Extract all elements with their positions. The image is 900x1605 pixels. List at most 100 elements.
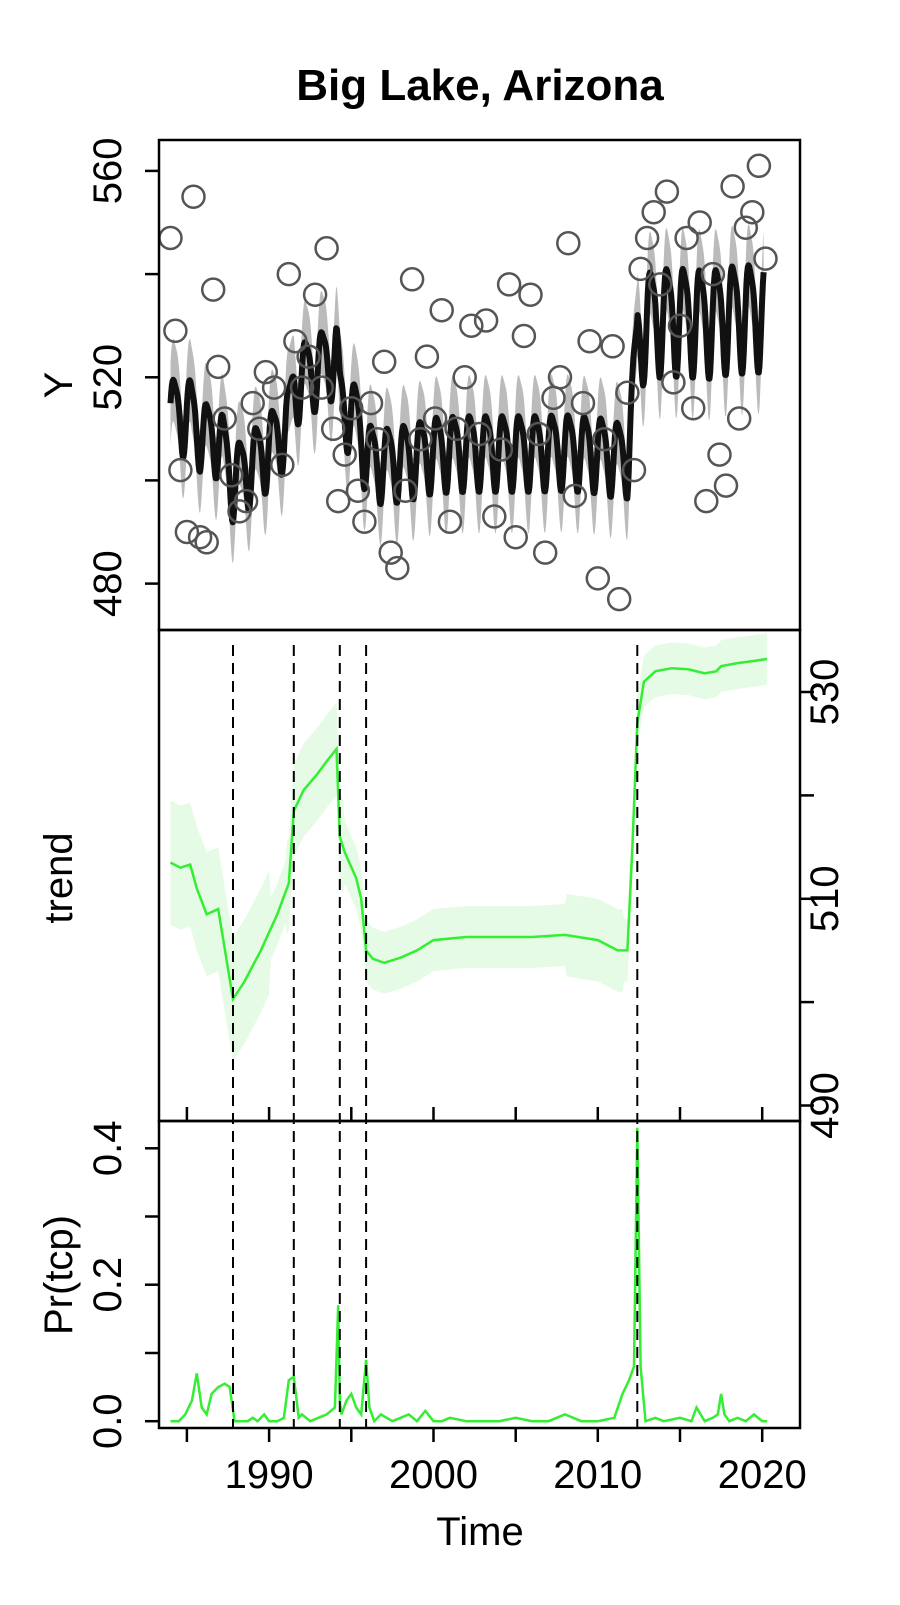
y-observed-point: [532, 540, 558, 565]
y-observed-point: [585, 566, 611, 591]
y-observed-point: [270, 452, 295, 478]
y-observed-point: [261, 375, 287, 400]
y-observed-point: [746, 153, 772, 179]
y-tick-label: 560: [86, 138, 130, 205]
y-observed-point: [399, 267, 425, 292]
y-observed-point: [358, 390, 384, 416]
y-observed-point: [482, 504, 507, 529]
y-observed-point: [296, 344, 321, 369]
y-observed-point: [577, 328, 602, 354]
y-observed-point: [467, 421, 492, 447]
y-observed-point: [414, 344, 440, 369]
y-observed-point: [385, 555, 410, 581]
y-observed-point: [444, 416, 469, 442]
y-observed-point: [634, 225, 660, 251]
y-observed-point: [740, 199, 765, 225]
y-observed-point: [345, 478, 371, 503]
y-observed-point: [526, 421, 551, 447]
y-observed-point: [332, 442, 357, 467]
x-tick-label: 2000: [389, 1453, 478, 1497]
y-observed-point: [726, 406, 752, 431]
trend-axis-label: trend: [37, 832, 81, 923]
y-observed-point: [168, 457, 193, 483]
y-observed-point: [606, 586, 632, 612]
y-observed-point: [547, 365, 573, 390]
y-tick-label: 520: [86, 344, 130, 411]
x-tick-label: 2020: [718, 1453, 807, 1497]
y-observed-point: [422, 406, 448, 431]
y-observed-point: [365, 426, 390, 452]
x-tick-label: 1990: [225, 1453, 314, 1497]
y-observed-point: [733, 215, 759, 240]
y-observed-point: [496, 272, 522, 297]
y-tick-label: 510: [803, 865, 847, 932]
y-observed-point: [181, 184, 206, 209]
x-axis-ticks: 1990 2000 2010 2020: [185, 1107, 807, 1497]
y-observed-point: [592, 426, 617, 452]
panel-prob: 0.0 0.2 0.4 Pr(tcp): [37, 1120, 768, 1449]
y-tick-label: 490: [803, 1072, 847, 1139]
panel-trend: 490 510 530 trend: [37, 633, 847, 1139]
y-observed-point: [511, 323, 537, 349]
y-observed-point: [437, 509, 463, 534]
y-observed-point: [488, 437, 514, 462]
y-observed-point: [194, 530, 219, 555]
y-observed-point: [247, 416, 272, 442]
y-observed-point: [200, 277, 226, 302]
trend-band: [170, 633, 768, 1061]
y-observed-point: [615, 380, 640, 405]
prob-axis-ticks: 0.0 0.2 0.4: [86, 1120, 159, 1449]
panel-frames: [157, 138, 802, 1430]
prob-line: [170, 1127, 768, 1424]
y-axis-label: Y: [37, 372, 81, 399]
y-observed-point: [600, 334, 625, 359]
y-observed-point: [163, 318, 188, 344]
trend-line: [169, 657, 768, 1003]
y-observed-point: [233, 488, 259, 514]
y-observed-point: [713, 473, 739, 498]
y-observed-point: [325, 488, 351, 514]
y-observed-point: [621, 457, 647, 483]
y-observed-point: [283, 328, 308, 354]
x-axis-label: Time: [436, 1510, 523, 1554]
y-observed-point: [302, 282, 328, 307]
y-observed-point: [452, 365, 477, 390]
panel-trend-frame: [157, 628, 802, 1123]
chart-title: Big Lake, Arizona: [296, 61, 664, 110]
y-observed-point: [212, 406, 237, 431]
y-observed-point: [378, 540, 403, 565]
y-observed-point: [314, 236, 339, 261]
y-observed-point: [352, 509, 377, 534]
y-observed-point: [753, 246, 778, 271]
y-observed-point: [661, 370, 686, 395]
y-tick-label: 0.4: [86, 1120, 130, 1176]
y-axis-ticks: 480 520 560: [86, 138, 159, 617]
y-observed-point: [320, 416, 346, 442]
x-tick-label: 2010: [553, 1453, 642, 1497]
panel-prob-frame: [157, 1119, 802, 1430]
y-observed-point: [187, 524, 213, 550]
y-observed-point: [667, 313, 693, 338]
y-observed-point: [570, 390, 596, 416]
y-observed-point: [700, 261, 726, 287]
y-tick-label: 0.0: [86, 1393, 130, 1449]
y-observed-point: [720, 174, 745, 199]
y-observed-point: [408, 426, 433, 452]
y-observed-point: [253, 359, 279, 385]
y-observed-point: [518, 282, 543, 307]
y-observed-point: [459, 313, 484, 338]
panel-y: 480 520 560 Y: [37, 138, 778, 617]
y-observed-point: [174, 519, 200, 545]
y-observed-point: [309, 375, 334, 400]
y-observed-point: [674, 225, 699, 251]
y-observed-point: [371, 349, 397, 375]
y-fit-band: [170, 224, 764, 564]
y-observed-point: [393, 478, 418, 503]
y-fit-band-area: [170, 224, 764, 564]
trend-band-area: [170, 633, 768, 1061]
y-observed-point: [289, 375, 315, 400]
y-observed-point: [654, 179, 680, 204]
trend-axis-ticks: 490 510 530: [800, 659, 847, 1139]
y-observed-point: [707, 442, 732, 467]
